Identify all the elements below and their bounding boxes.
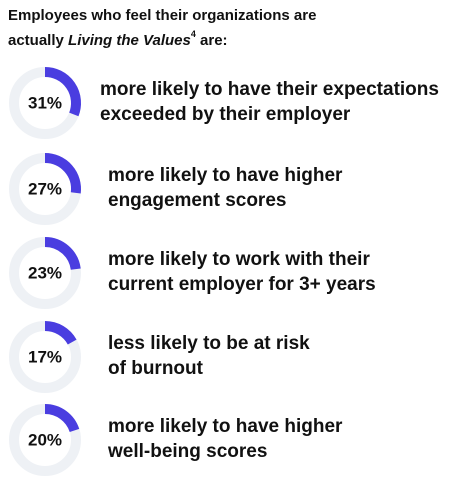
item-text: more likely to work with their bbox=[108, 249, 370, 270]
title-line: Employees who feel their organizations a… bbox=[8, 7, 316, 24]
percent-label: 27% bbox=[28, 179, 62, 198]
ring-arc bbox=[44, 404, 80, 433]
percent-label: 23% bbox=[28, 263, 62, 282]
percent-label: 31% bbox=[28, 93, 62, 112]
ring-arc bbox=[44, 321, 77, 345]
item-text: less likely to be at risk bbox=[108, 333, 310, 354]
percent-label: 17% bbox=[28, 347, 62, 366]
ring-arc bbox=[44, 153, 81, 194]
title-superscript: 4 bbox=[191, 29, 196, 39]
title-text: actually bbox=[8, 32, 68, 49]
item-text: well-being scores bbox=[107, 441, 267, 462]
ring-arc bbox=[44, 67, 81, 117]
item-text: more likely to have higher bbox=[108, 416, 343, 437]
item-text: engagement scores bbox=[108, 190, 286, 211]
item-text: current employer for 3+ years bbox=[108, 274, 376, 295]
title-text: are: bbox=[196, 32, 228, 49]
item-text: exceeded by their employer bbox=[100, 104, 351, 125]
item-text: more likely to have their expectations bbox=[100, 79, 439, 100]
ring-arc bbox=[44, 237, 81, 271]
title-line: actually Living the Values4 are: bbox=[8, 29, 228, 49]
percent-label: 20% bbox=[28, 430, 62, 449]
title-italic: Living the Values bbox=[68, 32, 191, 49]
item-text: more likely to have higher bbox=[108, 165, 343, 186]
item-text: of burnout bbox=[108, 358, 204, 379]
